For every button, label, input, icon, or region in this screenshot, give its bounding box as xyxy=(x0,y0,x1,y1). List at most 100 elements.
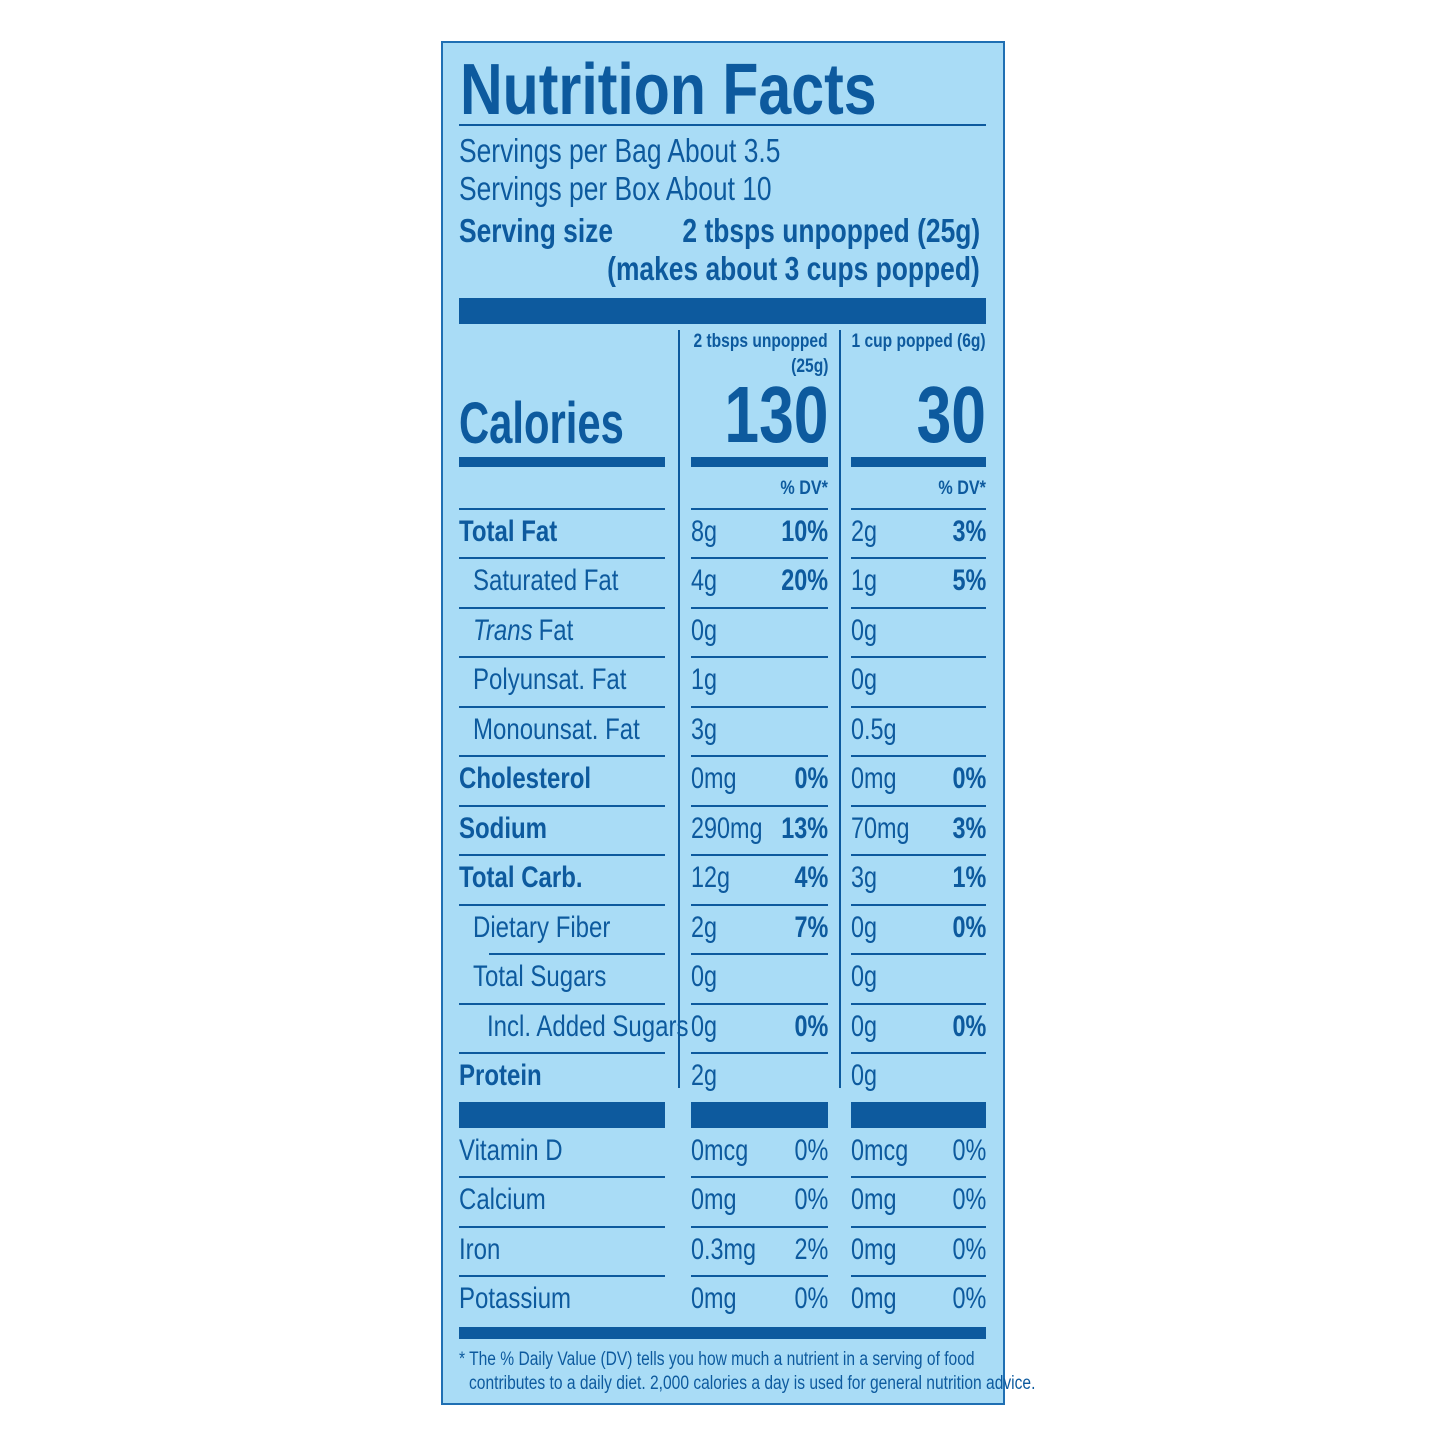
rule xyxy=(691,903,828,906)
vitamin-name: Calcium xyxy=(459,1183,546,1216)
dv: 0% xyxy=(952,1183,986,1216)
rule xyxy=(691,1002,828,1005)
rule xyxy=(851,1275,986,1277)
dv: 0% xyxy=(952,1282,986,1315)
amount: 0g xyxy=(691,613,718,647)
dv: 0% xyxy=(794,762,828,795)
amount: 2g xyxy=(691,910,718,944)
amount: 0mcg xyxy=(691,1133,749,1167)
thick-bar xyxy=(851,1102,986,1128)
dv: 0% xyxy=(952,910,986,944)
amount: 0g xyxy=(691,960,718,993)
rule xyxy=(691,1052,828,1054)
vitamin-name: Iron xyxy=(459,1232,501,1266)
dv: 0% xyxy=(794,1282,828,1315)
amount: 0g xyxy=(691,1009,718,1043)
amount: 0g xyxy=(851,1009,878,1043)
nutrient-name: Cholesterol xyxy=(459,762,592,795)
amount: 2g xyxy=(691,1059,718,1092)
calories-bar xyxy=(691,457,828,467)
nutrient-name: Total Sugars xyxy=(473,960,607,993)
amount: 3g xyxy=(851,861,878,894)
nutrient-name: Dietary Fiber xyxy=(473,910,611,944)
rule xyxy=(851,903,986,906)
column-header: 2 tbsps unpopped xyxy=(693,330,828,352)
amount: 0mcg xyxy=(851,1133,909,1167)
amount: 0g xyxy=(851,910,878,944)
rule xyxy=(851,1052,986,1054)
title: Nutrition Facts xyxy=(460,50,877,131)
rule xyxy=(459,804,665,807)
thick-bar xyxy=(459,1327,986,1339)
dv-header: % DV* xyxy=(780,477,828,499)
rule xyxy=(691,557,828,559)
rule xyxy=(851,1002,986,1005)
amount: 12g xyxy=(691,861,731,894)
amount: 1g xyxy=(851,564,878,597)
nutrient-name: Monounsat. Fat xyxy=(473,712,640,746)
calories-label: Calories xyxy=(459,391,624,457)
dv: 4% xyxy=(794,861,828,894)
rule xyxy=(691,755,828,757)
rule xyxy=(459,1275,665,1277)
rule xyxy=(459,124,986,126)
calories-value: 130 xyxy=(723,370,828,459)
dv: 3% xyxy=(952,811,986,845)
rule xyxy=(851,508,986,510)
dv: 13% xyxy=(781,811,828,845)
footnote: * The % Daily Value (DV) tells you how m… xyxy=(459,1348,975,1370)
nutrient-name: Total Fat xyxy=(459,514,558,548)
dv: 0% xyxy=(952,1232,986,1266)
rule xyxy=(851,606,986,609)
amount: 70mg xyxy=(851,811,910,845)
thick-bar xyxy=(691,1102,828,1128)
rule xyxy=(691,1225,828,1228)
amount: 0mg xyxy=(851,1183,897,1216)
thick-bar xyxy=(459,298,986,324)
nutrient-name: Incl. Added Sugars xyxy=(487,1009,689,1043)
serving-size: (makes about 3 cups popped) xyxy=(607,249,980,287)
rule xyxy=(489,953,665,955)
dv: 0% xyxy=(952,762,986,795)
nutrient-name: Polyunsat. Fat xyxy=(473,663,627,696)
amount: 1g xyxy=(691,663,718,696)
dv: 2% xyxy=(794,1232,828,1266)
amount: 0g xyxy=(851,663,878,696)
rule xyxy=(851,854,986,856)
nutrient-name: Protein xyxy=(459,1059,542,1092)
dv: 0% xyxy=(794,1133,828,1167)
rule xyxy=(459,557,665,559)
rule xyxy=(459,1225,665,1228)
amount: 0g xyxy=(851,960,878,993)
dv: 0% xyxy=(952,1133,986,1167)
nutrient-name: Total Carb. xyxy=(459,861,583,894)
rule xyxy=(691,508,828,510)
rule xyxy=(459,903,665,906)
rule xyxy=(851,705,986,708)
rule xyxy=(691,606,828,609)
dv-header: % DV* xyxy=(938,477,986,499)
servings: Servings per Bag About 3.5 xyxy=(459,131,781,169)
rule xyxy=(851,1176,986,1178)
rule xyxy=(851,755,986,757)
nutrient-name: Sodium xyxy=(459,811,547,845)
name-part: Fat xyxy=(538,613,574,647)
rule xyxy=(851,656,986,658)
amount: 2g xyxy=(851,514,878,548)
dv: 5% xyxy=(952,564,986,597)
serving-size-label: Serving size xyxy=(459,211,614,249)
dv: 20% xyxy=(781,564,828,597)
rule xyxy=(851,804,986,807)
amount: 0mg xyxy=(691,762,737,795)
dv: 0% xyxy=(794,1009,828,1043)
rule xyxy=(459,606,665,609)
rule xyxy=(691,854,828,856)
vitamin-name: Vitamin D xyxy=(459,1133,563,1167)
rule xyxy=(691,1275,828,1277)
dv: 0% xyxy=(794,1183,828,1216)
dv: 10% xyxy=(781,514,828,548)
rule xyxy=(691,804,828,807)
amount: 0mg xyxy=(691,1183,737,1216)
amount: 8g xyxy=(691,514,718,548)
